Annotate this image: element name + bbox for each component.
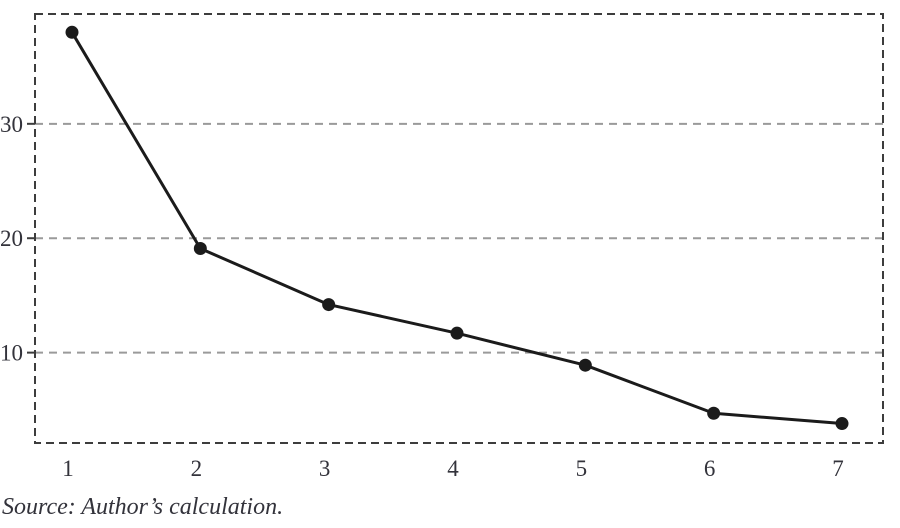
y-tick-label: 20 (0, 226, 23, 251)
data-point (322, 298, 336, 312)
source-note: Source: Author’s calculation. (2, 494, 284, 520)
data-line (70, 30, 844, 426)
x-tick-label: 1 (62, 456, 74, 481)
y-tick-label: 10 (0, 341, 23, 366)
x-tick-label: 4 (447, 456, 459, 481)
x-tick-label: 3 (319, 456, 331, 481)
y-tick-label: 30 (0, 112, 23, 137)
x-tick-label: 7 (832, 456, 844, 481)
plot-border (34, 13, 884, 444)
data-point (835, 417, 849, 431)
data-point (707, 406, 721, 420)
data-point (193, 242, 207, 256)
data-point (578, 358, 592, 372)
x-tick-label: 6 (704, 456, 716, 481)
x-tick-label: 5 (576, 456, 588, 481)
data-point (65, 25, 79, 39)
x-tick-label: 2 (191, 456, 203, 481)
data-point (450, 326, 464, 340)
